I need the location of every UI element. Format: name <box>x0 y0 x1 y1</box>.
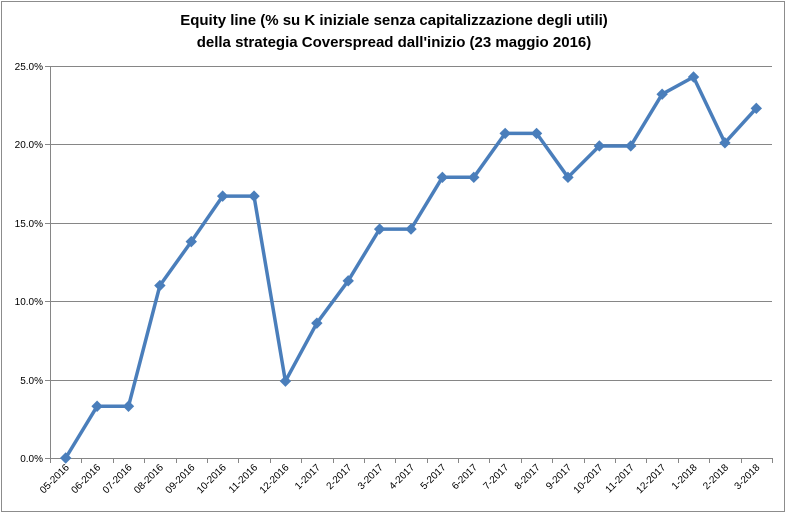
x-tick-label: 05-2016 <box>38 462 72 496</box>
x-tick-label: 2-2018 <box>701 462 731 492</box>
x-tick-label: 07-2016 <box>101 462 135 496</box>
data-point-marker <box>154 279 166 292</box>
y-tick-label: 5.0% <box>20 376 43 387</box>
chart-title: Equity line (% su K iniziale senza capit… <box>0 10 788 54</box>
x-tick-label: 4-2017 <box>387 462 417 492</box>
data-point-marker <box>216 190 229 202</box>
y-tick-label: 25.0% <box>15 62 43 73</box>
data-point-marker <box>122 400 135 412</box>
data-point-marker <box>656 88 668 100</box>
x-tick-label: 9-2017 <box>544 462 574 492</box>
data-point-marker <box>719 137 731 149</box>
chart-title-line-2: della strategia Coverspread dall'inizio … <box>196 34 592 51</box>
x-tick-label: 11-2017 <box>604 462 638 496</box>
y-tick-label: 10.0% <box>15 297 43 308</box>
data-point-marker <box>530 127 543 140</box>
data-point-marker <box>311 317 323 329</box>
y-tick-label: 0.0% <box>20 454 43 465</box>
chart-title-line-1: Equity line (% su K iniziale senza capit… <box>180 12 608 29</box>
x-tick-label: 2-2017 <box>325 462 355 492</box>
x-tick-label: 10-2017 <box>572 462 606 496</box>
x-tick-label: 1-2018 <box>670 462 700 492</box>
y-tick-label: 20.0% <box>15 140 43 151</box>
x-tick-label: 3-2017 <box>356 462 386 492</box>
data-point-marker <box>562 171 574 184</box>
x-tick-label: 3-2018 <box>733 462 763 492</box>
x-tick-label: 08-2016 <box>132 462 166 496</box>
x-tick-label: 6-2017 <box>450 462 480 492</box>
data-point-marker <box>436 171 449 184</box>
data-point-marker <box>499 127 511 140</box>
x-tick-label: 12-2017 <box>635 462 669 496</box>
x-tick-label: 7-2017 <box>481 462 511 492</box>
data-point-marker <box>468 171 480 184</box>
x-tick-label: 06-2016 <box>69 462 103 496</box>
data-point-marker <box>687 71 700 83</box>
x-tick-label: 12-2016 <box>258 462 292 496</box>
data-point-marker <box>625 140 637 152</box>
data-point-marker <box>750 102 763 115</box>
data-point-marker <box>373 223 386 235</box>
data-point-marker <box>248 190 260 202</box>
x-tick-label: 5-2017 <box>419 462 449 492</box>
data-point-marker <box>405 223 417 235</box>
data-point-marker <box>342 275 354 287</box>
data-point-marker <box>593 140 606 152</box>
data-point-marker <box>91 400 103 412</box>
x-tick-label: 1-2017 <box>293 462 323 492</box>
equity-series-line <box>63 75 759 460</box>
y-tick-label: 15.0% <box>15 219 43 230</box>
data-point-marker <box>279 375 292 387</box>
x-tick-label: 8-2017 <box>513 462 543 492</box>
x-tick-label: 10-2016 <box>195 462 229 496</box>
x-tick-label: 11-2016 <box>227 462 261 496</box>
data-point-marker <box>185 235 197 248</box>
data-point-marker <box>59 452 72 464</box>
x-tick-label: 09-2016 <box>164 462 198 496</box>
